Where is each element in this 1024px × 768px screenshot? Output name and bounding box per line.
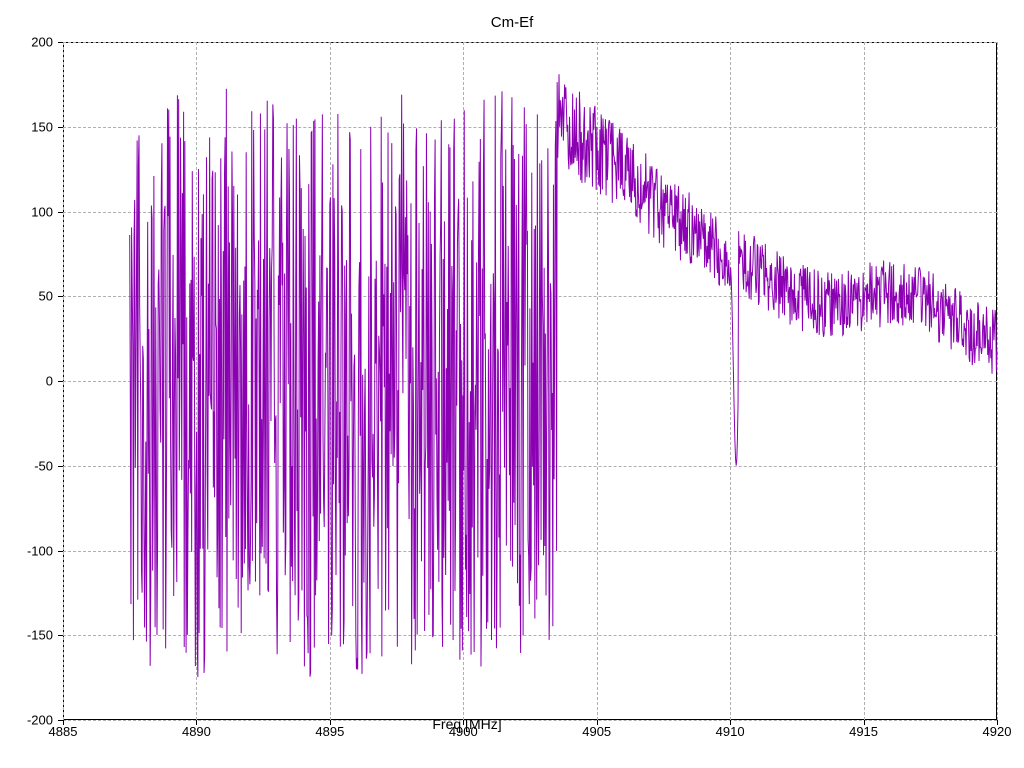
tick-label-y-2: 100 bbox=[31, 204, 53, 219]
xaxis-label: Freq [MHz] bbox=[0, 716, 934, 732]
plot-area: 4885 4890 4895 4900 4905 4910 4915 4920 … bbox=[63, 42, 997, 720]
phase-trace-svg[interactable] bbox=[63, 42, 997, 720]
phase-data-line bbox=[130, 74, 997, 677]
tick-label-y-5: -50 bbox=[34, 458, 53, 473]
gridline-vertical bbox=[997, 42, 998, 720]
tick-label-y-7: -150 bbox=[27, 628, 53, 643]
tick-label-y-0: 200 bbox=[31, 35, 53, 50]
tick-label-y-4: 0 bbox=[46, 374, 53, 389]
tick-label-y-3: 50 bbox=[39, 289, 53, 304]
tick-label-x-7: 4920 bbox=[983, 724, 1012, 739]
chart-title: Cm-Ef bbox=[0, 14, 1024, 31]
chart-root: Cm-Ef 4885 4890 4895 4900 4 bbox=[0, 0, 1024, 768]
tick-label-y-6: -100 bbox=[27, 543, 53, 558]
tick-label-y-1: 150 bbox=[31, 119, 53, 134]
